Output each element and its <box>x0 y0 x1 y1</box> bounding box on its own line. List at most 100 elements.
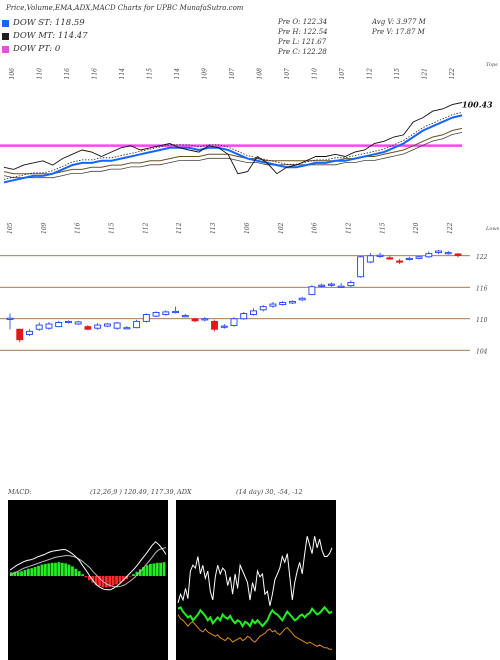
ema-top-label: 115 <box>147 68 154 80</box>
legend-mt: DOW MT: 114.47 <box>2 31 88 41</box>
macd-values: (12,26,9 ) 120.49, 117.39, 3.1 <box>90 488 176 496</box>
candle-body <box>94 324 102 329</box>
macd-histogram-bar <box>91 576 95 583</box>
macd-histogram-bar <box>162 562 166 576</box>
macd-histogram-bar <box>155 562 159 576</box>
macd-histogram-bar <box>50 562 54 576</box>
macd-histogram-bar <box>16 571 20 576</box>
macd-histogram-bar <box>121 576 125 581</box>
ema-top-label: 107 <box>284 68 291 80</box>
ema-right-label-bottom: Lows <box>485 226 500 232</box>
ema-top-label: 106 <box>9 68 16 80</box>
macd-histogram-bar <box>125 576 129 579</box>
ema-right-label-top: Tops <box>486 62 498 68</box>
ema-bottom-label: 120 <box>413 222 420 234</box>
ema-top-label: 109 <box>202 68 209 80</box>
ema-value-label: 100.43 <box>462 99 493 109</box>
price-tick-label: 122 <box>476 254 488 261</box>
price-tick-label: 116 <box>476 285 488 292</box>
adx-title: ADX <box>176 488 192 496</box>
macd-histogram-bar <box>33 567 37 576</box>
candle-body <box>415 256 423 259</box>
legend-pt: DOW PT: 0 <box>2 44 60 54</box>
candle-body <box>386 257 394 260</box>
ema-top-label: 107 <box>339 68 346 80</box>
ema-mid-line <box>3 112 463 180</box>
ema-bottom-label: 122 <box>447 222 454 234</box>
candle-body <box>181 315 189 318</box>
legend-mt-label: DOW MT: 114.47 <box>13 31 88 41</box>
ema-bottom-label: 116 <box>75 222 82 234</box>
candle-body <box>240 313 248 320</box>
macd-histogram-bar <box>30 568 34 576</box>
candle-body <box>142 314 150 322</box>
legend-st: DOW ST: 118.59 <box>2 18 85 28</box>
price-tick-label: 110 <box>476 317 488 324</box>
candle-body <box>357 256 365 278</box>
candle-body <box>103 323 111 327</box>
adx-minus-di-line <box>177 614 332 650</box>
prev-low: Pre L: 121.67 <box>278 38 327 46</box>
adx-line <box>177 536 333 606</box>
ema-bottom-label: 112 <box>176 222 183 234</box>
candle-body <box>230 318 238 327</box>
prev-high: Pre H: 122.54 <box>278 28 328 36</box>
macd-histogram-bar <box>149 564 152 576</box>
macd-histogram-bar <box>71 566 74 576</box>
ema-top-label: 114 <box>174 68 181 80</box>
candle-body <box>435 250 442 254</box>
ema-top-label: 116 <box>64 68 71 80</box>
candle-body <box>366 255 374 263</box>
macd-histogram-bar <box>152 563 156 576</box>
candle-body <box>327 283 335 286</box>
macd-histogram-bar <box>23 570 27 576</box>
candle-body <box>45 323 53 329</box>
macd-histogram-bar <box>108 576 112 587</box>
prev-close: Pre C: 122.28 <box>278 48 327 56</box>
macd-histogram-bar <box>132 574 135 576</box>
candle-body <box>396 260 404 263</box>
candle-body <box>318 284 326 287</box>
ema-slow-shadow-line <box>3 132 463 179</box>
candle-body <box>308 286 316 296</box>
macd-histogram-bar <box>142 567 146 576</box>
candle-body <box>26 330 33 335</box>
candle-body <box>211 320 218 330</box>
macd-histogram-bar <box>111 576 115 586</box>
candle-body <box>220 325 228 328</box>
macd-histogram-bar <box>118 576 122 583</box>
ema-bottom-label: 106 <box>312 222 319 234</box>
ema-bottom-label: 112 <box>142 222 149 234</box>
macd-histogram-bar <box>37 565 40 576</box>
legend-st-swatch <box>2 19 9 27</box>
ema-bottom-label: 109 <box>41 222 48 234</box>
adx-plus-di-line <box>177 605 333 629</box>
ema-bottom-label: 115 <box>109 222 116 234</box>
price-chart: 122 116 110 104 <box>0 249 488 355</box>
candle-body <box>250 310 257 315</box>
candle-body <box>279 302 287 306</box>
candle-body <box>454 253 462 256</box>
price-line <box>3 102 463 175</box>
ema-top-label: 114 <box>119 68 126 80</box>
ema-bottom-label: 112 <box>345 222 352 234</box>
candle-body <box>113 322 121 329</box>
ema-top-label: 110 <box>312 68 319 80</box>
macd-histogram-bar <box>128 576 132 577</box>
candle-body <box>298 297 306 301</box>
macd-histogram-bar <box>94 576 98 585</box>
macd-chart: MACD: (12,26,9 ) 120.49, 117.39, 3.1 <box>7 488 176 660</box>
macd-title: MACD: <box>7 488 32 496</box>
avg-volume: Avg V: 3.977 M <box>372 18 426 26</box>
candle-body <box>133 320 141 329</box>
candle-body <box>288 300 296 304</box>
candle-body <box>444 252 452 255</box>
macd-line <box>9 541 167 591</box>
candle-body <box>347 282 355 287</box>
candle-body <box>152 311 160 317</box>
ema-bottom-label: 106 <box>244 222 251 234</box>
macd-histogram-bar <box>138 569 142 576</box>
chart-title: Price,Volume,EMA,ADX,MACD Charts for UPB… <box>6 4 244 12</box>
macd-histogram-bar <box>159 562 163 576</box>
ema-top-label: 122 <box>449 68 456 80</box>
